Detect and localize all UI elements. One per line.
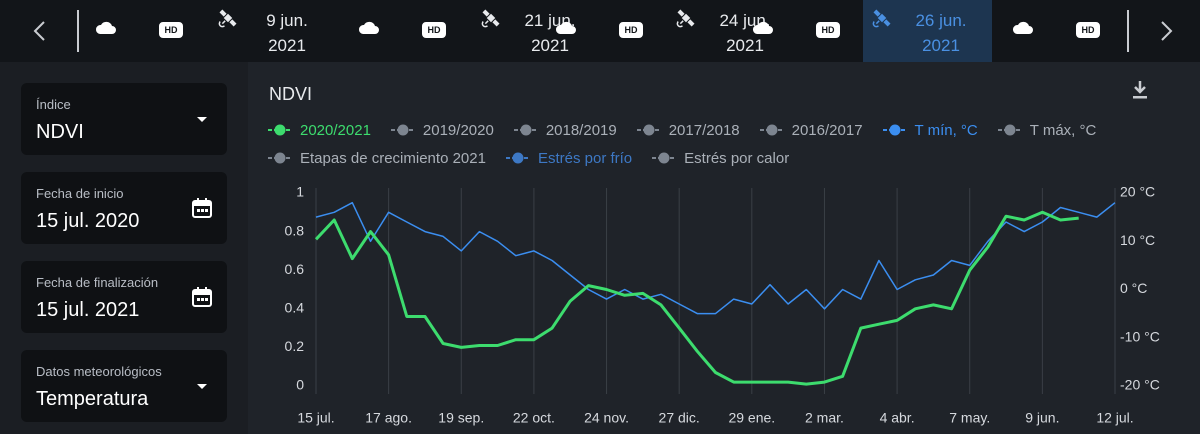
x-tick-label: 19 sep.	[438, 410, 484, 426]
field-value: NDVI	[36, 121, 84, 143]
hd-badge[interactable]: HD	[159, 22, 183, 38]
legend-label: 2016/2017	[791, 121, 863, 139]
legend-item[interactable]: 2017/2018	[636, 120, 740, 140]
y2-tick-label: -10 °C	[1120, 328, 1160, 344]
date-item[interactable]: 24 jun. 2021	[690, 8, 800, 58]
timeline-bar: HD 9 jun. 2021 HD 21 jun. 2021 HD 24 jun. 2021 HD…	[0, 0, 1200, 62]
legend-item[interactable]: 2016/2017	[759, 120, 863, 140]
hd-badge[interactable]: HD	[816, 22, 840, 38]
separator	[77, 10, 79, 52]
date-year: 2021	[268, 36, 306, 55]
input-field[interactable]: Fecha de inicio 15 jul. 2020	[21, 172, 227, 244]
y-tick-label: 0.2	[285, 338, 305, 354]
hd-badge[interactable]: HD	[619, 22, 643, 38]
input-field[interactable]: Fecha de finalización 15 jul. 2021	[21, 261, 227, 333]
calendar-icon	[191, 197, 213, 219]
field-value: 15 jul. 2021	[36, 299, 140, 321]
legend-item[interactable]: Etapas de crecimiento 2021	[268, 148, 486, 168]
date-label: 9 jun.	[266, 11, 308, 30]
date-label: 24 jun.	[719, 11, 771, 30]
x-tick-label: 12 jul.	[1096, 410, 1133, 426]
x-tick-label: 15 jul.	[297, 410, 334, 426]
x-tick-label: 7 may.	[949, 410, 990, 426]
field-label: Fecha de inicio	[36, 186, 124, 201]
legend-label: 2019/2020	[422, 121, 494, 139]
field-label: Fecha de finalización	[36, 275, 159, 290]
y-tick-label: 1	[296, 184, 304, 200]
cloud-icon	[356, 17, 382, 43]
satellite-icon	[479, 6, 503, 30]
satellite-icon	[216, 6, 240, 30]
legend-item[interactable]: 2019/2020	[390, 120, 494, 140]
x-tick-label: 2 mar.	[805, 410, 844, 426]
legend-label: Estrés por frío	[537, 149, 633, 167]
date-item[interactable]: 21 jun. 2021	[495, 8, 605, 58]
legend-item[interactable]: 2018/2019	[513, 120, 617, 140]
selected-highlight	[863, 0, 992, 62]
chart-title: NDVI	[269, 84, 313, 104]
cloud-icon	[1010, 17, 1036, 43]
cloud-icon	[553, 17, 579, 43]
field-label: Índice	[36, 97, 71, 112]
next-arrow[interactable]	[1154, 19, 1178, 43]
legend-label: 2017/2018	[668, 121, 740, 139]
legend-item[interactable]: Estrés por frío	[505, 148, 633, 168]
legend-item[interactable]: T máx, °C	[997, 120, 1097, 140]
date-label: 26 jun.	[915, 11, 967, 30]
input-field[interactable]: Índice NDVI	[21, 83, 227, 155]
legend-label: 2018/2019	[545, 121, 617, 139]
x-tick-label: 29 ene.	[728, 410, 775, 426]
x-tick-label: 17 ago.	[365, 410, 412, 426]
hd-badge[interactable]: HD	[1076, 22, 1100, 38]
y2-tick-label: 0 °C	[1120, 280, 1147, 296]
y-tick-label: 0.8	[285, 222, 305, 238]
x-tick-label: 24 nov.	[584, 410, 629, 426]
legend-item[interactable]: 2020/2021	[268, 120, 371, 140]
prev-arrow[interactable]	[28, 19, 52, 43]
date-year: 2021	[726, 36, 764, 55]
legend-label: 2020/2021	[300, 121, 371, 139]
date-item[interactable]: 26 jun. 2021	[886, 8, 996, 58]
input-field[interactable]: Datos meteorológicos Temperatura	[21, 350, 227, 422]
calendar-icon	[191, 286, 213, 308]
satellite-icon	[870, 6, 894, 30]
y2-tick-label: 20 °C	[1120, 184, 1155, 200]
legend-item[interactable]: Estrés por calor	[652, 148, 789, 168]
satellite-icon	[674, 6, 698, 30]
field-label: Datos meteorológicos	[36, 364, 162, 379]
series-line	[314, 210, 1079, 386]
legend-item[interactable]: T mín, °C	[882, 120, 978, 140]
legend-label: Etapas de crecimiento 2021	[300, 149, 486, 167]
x-tick-label: 4 abr.	[880, 410, 915, 426]
x-tick-label: 9 jun.	[1025, 410, 1059, 426]
y-tick-label: 0.4	[285, 300, 305, 316]
hd-badge[interactable]: HD	[422, 22, 446, 38]
download-button[interactable]	[1128, 78, 1152, 102]
dropdown-icon	[191, 108, 213, 130]
x-tick-label: 27 dic.	[659, 410, 700, 426]
y-tick-label: 0.6	[285, 261, 305, 277]
date-label: 21 jun.	[524, 11, 576, 30]
legend-label: T mín, °C	[914, 121, 978, 139]
cloud-icon	[93, 17, 119, 43]
y2-tick-label: -20 °C	[1120, 377, 1160, 393]
legend-label: T máx, °C	[1029, 121, 1097, 139]
sidebar: Índice NDVI Fecha de inicio 15 jul. 2020 Fec…	[0, 62, 248, 434]
x-tick-label: 22 oct.	[513, 410, 555, 426]
legend: 2020/2021 2019/2020 2018/2019 2017/2018 2016…	[268, 120, 1168, 168]
field-value: 15 jul. 2020	[36, 210, 140, 232]
date-item[interactable]: 9 jun. 2021	[232, 8, 342, 58]
dropdown-icon	[191, 375, 213, 397]
field-value: Temperatura	[36, 388, 149, 410]
legend-label: Estrés por calor	[684, 149, 790, 167]
chart: 15 jul. 17 ago. 19 sep. 22 oct. 24 nov. 27 di…	[285, 184, 1160, 426]
cloud-icon	[750, 17, 776, 43]
date-year: 2021	[531, 36, 569, 55]
series-line	[315, 201, 1116, 315]
y2-tick-label: 10 °C	[1120, 232, 1155, 248]
separator	[1127, 10, 1129, 52]
date-year: 2021	[922, 36, 960, 55]
y-tick-label: 0	[296, 377, 304, 393]
